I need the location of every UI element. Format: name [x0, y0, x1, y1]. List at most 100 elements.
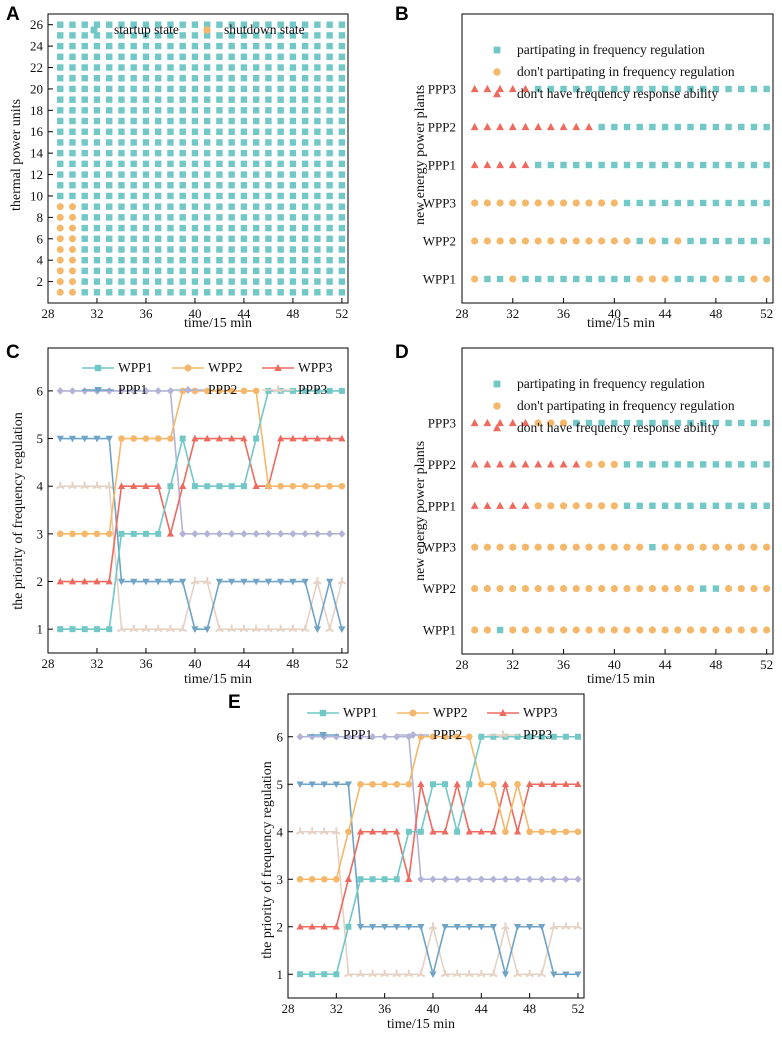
startup-marker: [277, 182, 284, 189]
not-participating-marker: [750, 275, 758, 283]
point-ppp3: [251, 624, 261, 633]
not-participating-marker: [585, 626, 593, 634]
startup-marker: [167, 289, 174, 296]
point-wpp1: [550, 733, 557, 740]
point-wpp2: [105, 530, 113, 538]
legend-marker-participating: [493, 380, 501, 388]
startup-marker: [167, 256, 174, 264]
startup-marker: [240, 182, 248, 189]
startup-marker: [130, 246, 137, 253]
point-ppp3: [202, 577, 212, 585]
no-response-marker: [521, 160, 530, 169]
y-axis-label-b: new energy power plants: [413, 85, 428, 225]
startup-marker: [93, 246, 101, 253]
point-ppp1: [320, 781, 328, 789]
participating-marker: [649, 461, 656, 468]
participating-marker: [738, 461, 745, 468]
point-wpp1: [118, 530, 125, 537]
startup-marker: [130, 64, 137, 71]
startup-marker: [265, 224, 272, 232]
startup-marker: [240, 53, 248, 61]
no-response-marker: [534, 460, 543, 468]
no-response-marker: [521, 84, 530, 93]
startup-marker: [289, 192, 297, 200]
startup-marker: [155, 42, 162, 50]
startup-marker: [252, 128, 260, 135]
point-wpp3: [56, 577, 64, 585]
y-tick-label: 1: [277, 967, 284, 982]
startup-marker: [203, 96, 211, 103]
x-tick-label: 32: [90, 306, 103, 321]
chart-c: C time/15 min the priority of frequency …: [6, 342, 349, 687]
participating-marker: [712, 85, 720, 93]
startup-marker: [252, 171, 260, 178]
not-participating-marker: [521, 585, 530, 593]
startup-marker: [191, 149, 199, 157]
startup-marker: [338, 117, 346, 125]
startup-marker: [277, 149, 284, 157]
startup-marker: [338, 149, 346, 157]
startup-marker: [240, 42, 248, 50]
point-ppp3: [573, 922, 583, 930]
startup-marker: [314, 139, 321, 146]
not-participating-marker: [559, 419, 568, 427]
point-wpp3: [203, 434, 211, 442]
startup-marker: [106, 192, 113, 200]
not-participating-marker: [598, 460, 606, 468]
startup-marker: [106, 75, 113, 82]
point-wpp2: [550, 828, 558, 836]
not-participating-marker: [496, 585, 504, 593]
startup-marker: [228, 203, 235, 210]
participating-marker: [763, 461, 770, 468]
startup-marker: [81, 289, 88, 296]
startup-marker: [81, 149, 88, 157]
startup-marker: [338, 256, 346, 264]
point-ppp1: [203, 626, 211, 633]
point-ppp3: [190, 577, 200, 585]
startup-marker: [314, 128, 321, 135]
point-ppp1: [326, 578, 334, 586]
not-participating-marker: [623, 626, 631, 634]
startup-marker: [142, 278, 150, 285]
startup-marker: [118, 224, 125, 232]
startup-marker: [216, 289, 223, 296]
startup-marker: [252, 278, 260, 285]
point-wpp1: [302, 387, 309, 394]
startup-marker: [106, 214, 113, 221]
not-participating-marker: [674, 585, 682, 593]
startup-marker: [167, 203, 174, 210]
legend-marker-wpp2: [409, 709, 417, 717]
y-tick-label: 18: [30, 103, 43, 118]
point-wpp3: [191, 434, 199, 442]
startup-marker: [301, 224, 309, 232]
startup-marker: [252, 21, 260, 28]
startup-marker: [93, 107, 101, 114]
startup-marker: [277, 160, 284, 168]
point-wpp1: [405, 828, 412, 835]
chart-b: B time/15 min new energy power plants 28…: [395, 4, 774, 331]
startup-marker: [203, 246, 211, 253]
not-participating-marker: [572, 543, 580, 551]
x-tick-label: 48: [286, 306, 299, 321]
startup-marker: [252, 267, 260, 275]
point-wpp3: [81, 577, 89, 585]
startup-marker: [289, 246, 297, 253]
startup-marker: [81, 128, 88, 135]
startup-marker: [191, 107, 199, 114]
startup-marker: [338, 64, 346, 71]
point-ppp3: [501, 922, 510, 930]
participating-marker: [763, 85, 770, 93]
startup-marker: [314, 224, 321, 232]
point-ppp2: [215, 530, 224, 538]
startup-marker: [289, 289, 297, 296]
point-ppp1: [289, 578, 297, 586]
startup-marker: [142, 149, 150, 157]
not-participating-marker: [547, 199, 555, 207]
x-tick-label: 40: [188, 656, 201, 671]
startup-marker: [179, 32, 186, 39]
plot-frame: [47, 347, 349, 654]
startup-marker: [314, 75, 321, 82]
point-wpp3: [429, 827, 437, 835]
category-label: WPP2: [423, 581, 456, 596]
legend-label-ppp3-c: PPP3: [298, 382, 328, 397]
